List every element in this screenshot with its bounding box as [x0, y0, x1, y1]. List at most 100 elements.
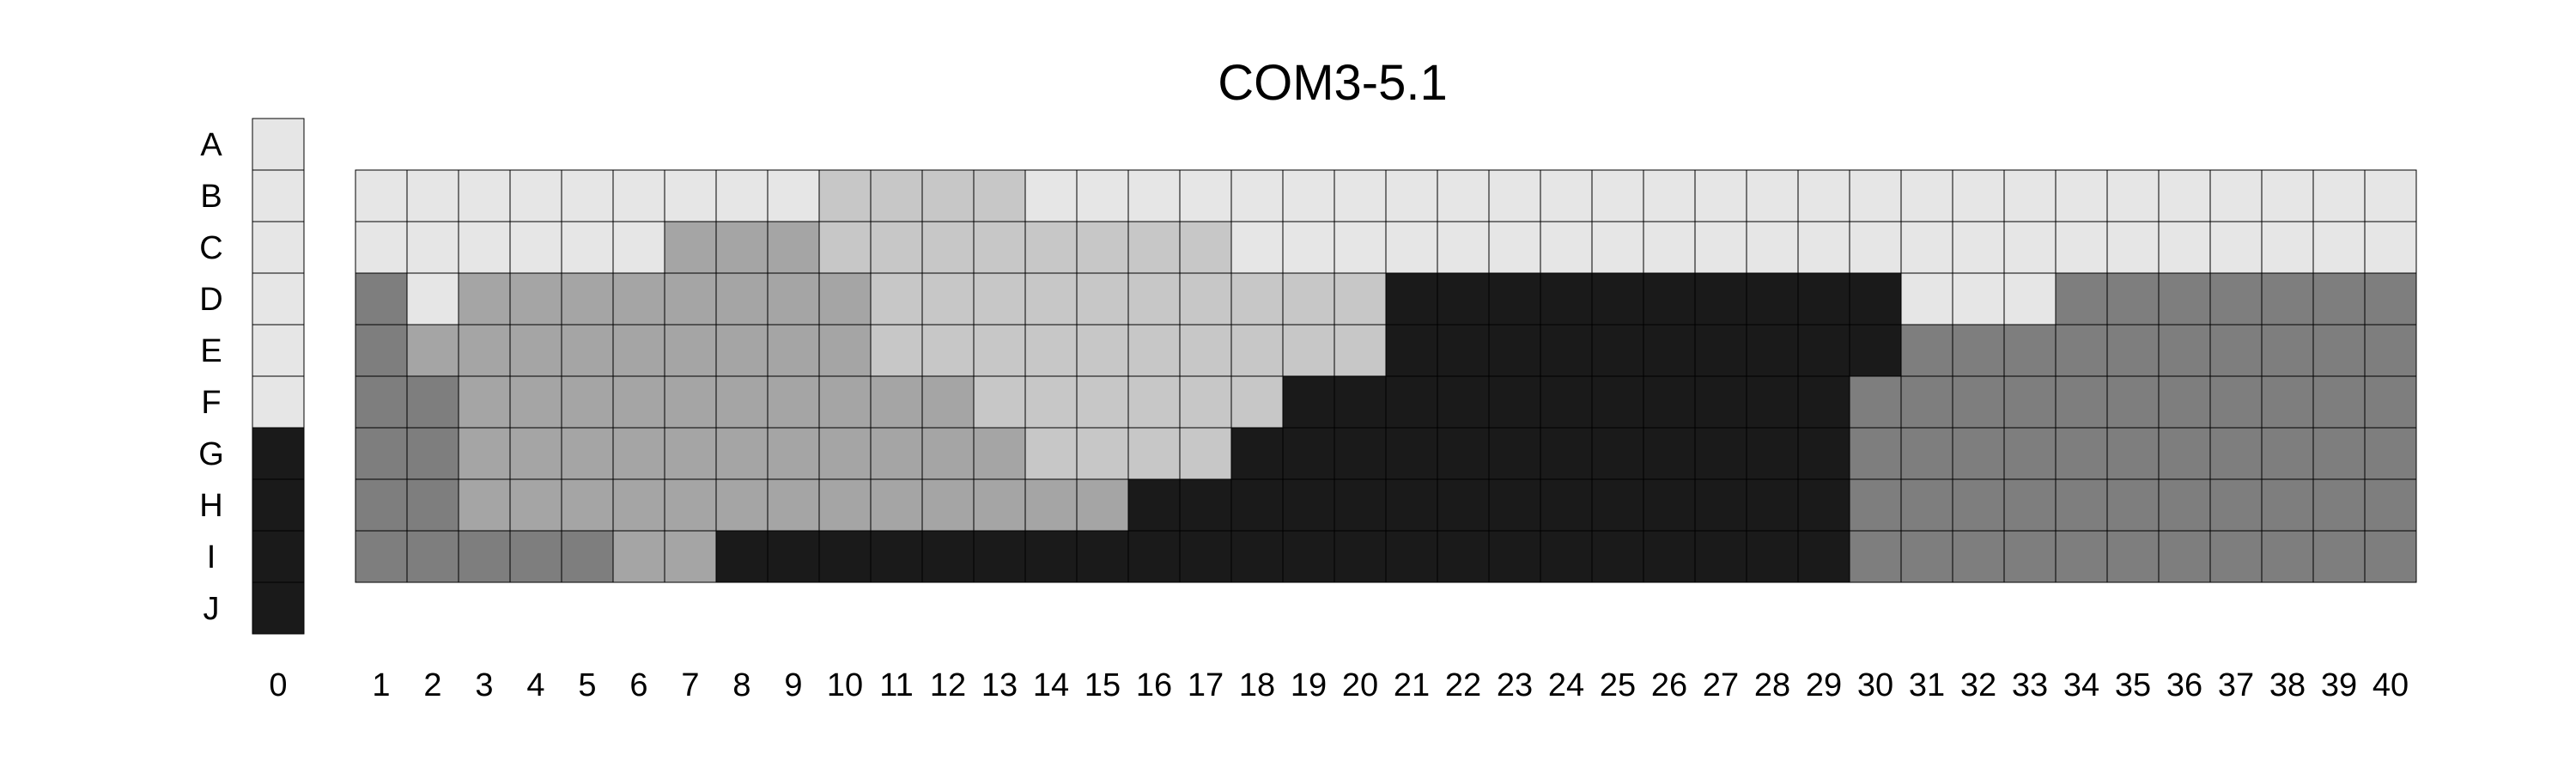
cell-f-12 — [921, 375, 975, 429]
cell-d-40 — [2364, 272, 2417, 326]
cell-b-1 — [355, 169, 408, 222]
column-label-1: 1 — [372, 667, 390, 703]
cell-f-36 — [2158, 375, 2211, 429]
cell-i-22 — [1437, 530, 1490, 583]
ref-cell-i — [252, 530, 305, 583]
cell-i-18 — [1230, 530, 1284, 583]
column-label-29: 29 — [1806, 667, 1842, 703]
cell-c-14 — [1024, 221, 1078, 274]
cell-i-33 — [2003, 530, 2057, 583]
cell-i-21 — [1385, 530, 1438, 583]
cell-b-33 — [2003, 169, 2057, 222]
cell-g-39 — [2312, 427, 2366, 480]
column-label-30: 30 — [1857, 667, 1893, 703]
cell-c-25 — [1591, 221, 1644, 274]
column-label-26: 26 — [1651, 667, 1687, 703]
cell-b-2 — [406, 169, 459, 222]
cell-d-5 — [561, 272, 614, 326]
cell-e-16 — [1127, 324, 1181, 377]
cell-c-35 — [2106, 221, 2160, 274]
cell-b-40 — [2364, 169, 2417, 222]
cell-i-14 — [1024, 530, 1078, 583]
cell-h-36 — [2158, 478, 2211, 532]
cell-h-38 — [2261, 478, 2314, 532]
cell-h-24 — [1540, 478, 1593, 532]
cell-d-1 — [355, 272, 408, 326]
cell-h-34 — [2055, 478, 2108, 532]
cell-g-36 — [2158, 427, 2211, 480]
cell-e-20 — [1334, 324, 1387, 377]
cell-h-13 — [973, 478, 1026, 532]
cell-h-20 — [1334, 478, 1387, 532]
cell-h-25 — [1591, 478, 1644, 532]
cell-b-31 — [1900, 169, 1953, 222]
cell-g-4 — [509, 427, 562, 480]
cell-d-25 — [1591, 272, 1644, 326]
cell-i-10 — [818, 530, 872, 583]
cell-i-31 — [1900, 530, 1953, 583]
column-label-3: 3 — [475, 667, 493, 703]
cell-g-26 — [1643, 427, 1696, 480]
cell-e-17 — [1179, 324, 1232, 377]
cell-c-30 — [1849, 221, 1902, 274]
cell-e-11 — [870, 324, 923, 377]
cell-c-24 — [1540, 221, 1593, 274]
cell-d-2 — [406, 272, 459, 326]
cell-e-22 — [1437, 324, 1490, 377]
cell-h-6 — [612, 478, 665, 532]
row-label-b: B — [200, 179, 222, 215]
cell-d-22 — [1437, 272, 1490, 326]
column-label-25: 25 — [1600, 667, 1636, 703]
cell-h-4 — [509, 478, 562, 532]
cell-i-4 — [509, 530, 562, 583]
cell-b-20 — [1334, 169, 1387, 222]
cell-b-13 — [973, 169, 1026, 222]
cell-b-12 — [921, 169, 975, 222]
cell-h-11 — [870, 478, 923, 532]
row-label-a: A — [200, 127, 222, 163]
cell-d-20 — [1334, 272, 1387, 326]
column-label-21: 21 — [1394, 667, 1430, 703]
cell-h-26 — [1643, 478, 1696, 532]
column-label-9: 9 — [784, 667, 802, 703]
cell-i-20 — [1334, 530, 1387, 583]
cell-i-26 — [1643, 530, 1696, 583]
cell-b-3 — [458, 169, 511, 222]
cell-e-31 — [1900, 324, 1953, 377]
column-label-37: 37 — [2218, 667, 2254, 703]
cell-d-19 — [1282, 272, 1335, 326]
column-label-14: 14 — [1033, 667, 1069, 703]
cell-e-13 — [973, 324, 1026, 377]
cell-h-9 — [767, 478, 820, 532]
cell-g-29 — [1797, 427, 1850, 480]
cell-b-7 — [664, 169, 717, 222]
cell-d-23 — [1488, 272, 1541, 326]
cell-c-1 — [355, 221, 408, 274]
cell-c-36 — [2158, 221, 2211, 274]
cell-i-19 — [1282, 530, 1335, 583]
cell-g-31 — [1900, 427, 1953, 480]
column-label-34: 34 — [2063, 667, 2099, 703]
cell-g-17 — [1179, 427, 1232, 480]
cell-c-10 — [818, 221, 872, 274]
cell-i-1 — [355, 530, 408, 583]
cell-f-13 — [973, 375, 1026, 429]
cell-c-3 — [458, 221, 511, 274]
cell-g-6 — [612, 427, 665, 480]
column-label-10: 10 — [827, 667, 863, 703]
cell-d-26 — [1643, 272, 1696, 326]
cell-f-27 — [1694, 375, 1747, 429]
cell-d-8 — [715, 272, 769, 326]
cell-i-23 — [1488, 530, 1541, 583]
cell-c-11 — [870, 221, 923, 274]
cell-c-4 — [509, 221, 562, 274]
cell-c-2 — [406, 221, 459, 274]
cell-b-9 — [767, 169, 820, 222]
cell-c-12 — [921, 221, 975, 274]
cell-f-24 — [1540, 375, 1593, 429]
column-label-8: 8 — [732, 667, 750, 703]
cell-b-27 — [1694, 169, 1747, 222]
cell-i-5 — [561, 530, 614, 583]
column-label-17: 17 — [1188, 667, 1224, 703]
cell-b-8 — [715, 169, 769, 222]
